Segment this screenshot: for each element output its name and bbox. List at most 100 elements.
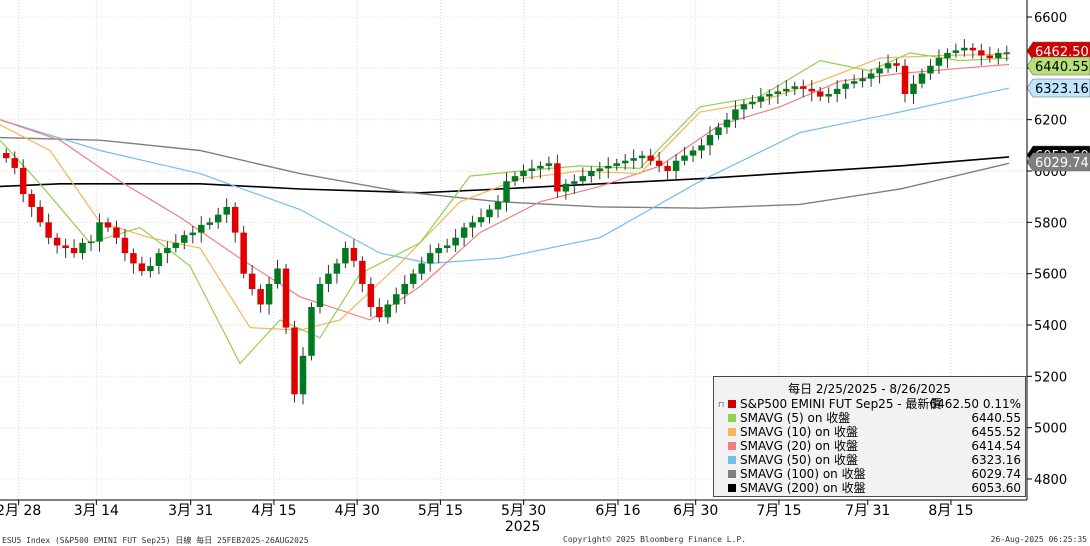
legend-row: SMAVG (20) on 收盤 6414.54 [714,439,1025,453]
x-tick-label: 3月 31 [168,503,213,519]
candle-body [1003,52,1010,54]
candle-body [28,194,35,207]
candle-body [816,91,824,97]
x-tick-label: 2月 28 [0,503,41,519]
candle-body [155,253,163,266]
candle-body [715,127,722,136]
x-tick-label: 6月 16 [595,503,640,519]
candle-body [961,47,968,51]
candle-body [800,86,807,89]
x-tick-label: 5月 30 [501,503,546,519]
legend-series-name: SMAVG (5) on 收盤 [740,411,851,425]
legend-series-value: 6053.60 [971,481,1021,495]
y-tick-label: 4800 [1034,473,1067,488]
candle-body [664,165,671,171]
candle-body [19,167,27,195]
candle-body [282,268,290,328]
candle-body [571,181,578,184]
candle-body [138,263,146,272]
candle-body [325,273,332,284]
candle-body [223,206,230,215]
legend-series-value: 6440.55 [971,411,1021,425]
legend-marker-icon: ⊓ [718,400,725,409]
candle-body [681,155,688,161]
candle-body [257,289,264,305]
y-tick-label: 5800 [1034,216,1067,231]
legend-series-value: 6029.74 [971,467,1021,481]
footer-left: ESU5 Index (S&P500 EMINI FUT Sep25) 日線 每… [2,536,309,545]
legend-row: SMAVG (5) on 收盤 6440.55 [714,411,1025,425]
candle-body [749,101,756,105]
candle-body [409,273,417,284]
candle-body [248,273,256,290]
candle-body [706,135,714,146]
candle-body [986,55,994,59]
price-tag: 6440.55 [1026,56,1090,76]
candle-body [53,237,61,246]
candle-body [927,65,934,74]
candle-body [588,171,595,177]
price-tag-label: 6029.74 [1035,156,1089,171]
y-tick-label: 5400 [1034,319,1067,334]
candle-body [562,183,570,192]
candle-body [469,222,476,228]
candle-body [876,68,883,74]
candle-body [867,73,875,79]
candle-body [978,50,985,56]
candle-body [596,168,604,171]
y-tick-label: 6600 [1034,11,1067,26]
candle-body [36,206,44,223]
candle-body [605,165,612,169]
x-tick-label: 5月 15 [418,503,463,519]
candle-body [62,245,69,248]
candle-body [774,91,782,94]
legend-swatch [728,484,736,492]
candle-body [130,253,137,264]
candle-body [833,88,841,94]
ma-line-ma20 [0,63,1010,321]
candle-body [3,153,10,159]
candle-body [969,47,977,51]
legend-box: 每日 2/25/2025 - 8/26/2025 ⊓ S&P500 EMINI … [713,376,1026,497]
candle-body [426,253,434,264]
candle-body [121,237,129,254]
year-label: 2025 [505,519,541,535]
candle-body [791,86,799,89]
candle-body [384,304,392,318]
legend-row: SMAVG (50) on 收盤 6323.16 [714,453,1025,467]
footer-copyright: Copyright© 2025 Bloomberg Finance L.P. [563,535,747,544]
candle-body [918,73,926,84]
legend-swatch-main [728,400,736,408]
legend-series-value: 6455.52 [971,425,1021,439]
candle-body [104,222,112,228]
price-tag-label: 6323.16 [1035,82,1089,97]
candles [3,39,1010,405]
legend-main-value: 6462.50 0.11% [929,397,1021,411]
legend-main-label: S&P500 EMINI FUT Sep25 - 最新價 [740,397,942,411]
y-tick-label: 5000 [1034,422,1067,437]
price-tag: 6029.74 [1026,152,1090,172]
legend-row-main: ⊓ S&P500 EMINI FUT Sep25 - 最新價 6462.50 0… [714,397,1025,411]
candle-body [511,176,519,182]
candle-body [367,283,375,308]
candle-body [11,158,18,168]
legend-series-value: 6323.16 [971,453,1021,467]
candle-body [672,160,680,171]
legend-swatch [728,414,736,422]
legend-swatch [728,470,736,478]
candle-body [401,283,408,295]
price-tag-label: 6440.55 [1035,60,1089,75]
candle-body [376,307,383,318]
candle-body [418,263,425,274]
candle-body [265,283,273,305]
candle-body [579,176,587,182]
candle-body [808,88,815,92]
ma-line-ma5 [0,52,1010,365]
ma-line-ma10 [0,53,1010,331]
candle-body [783,88,790,92]
candle-body [520,171,527,177]
candle-body [494,201,502,210]
candle-body [435,248,442,254]
candle-body [995,52,1002,59]
candle-body [393,294,400,305]
